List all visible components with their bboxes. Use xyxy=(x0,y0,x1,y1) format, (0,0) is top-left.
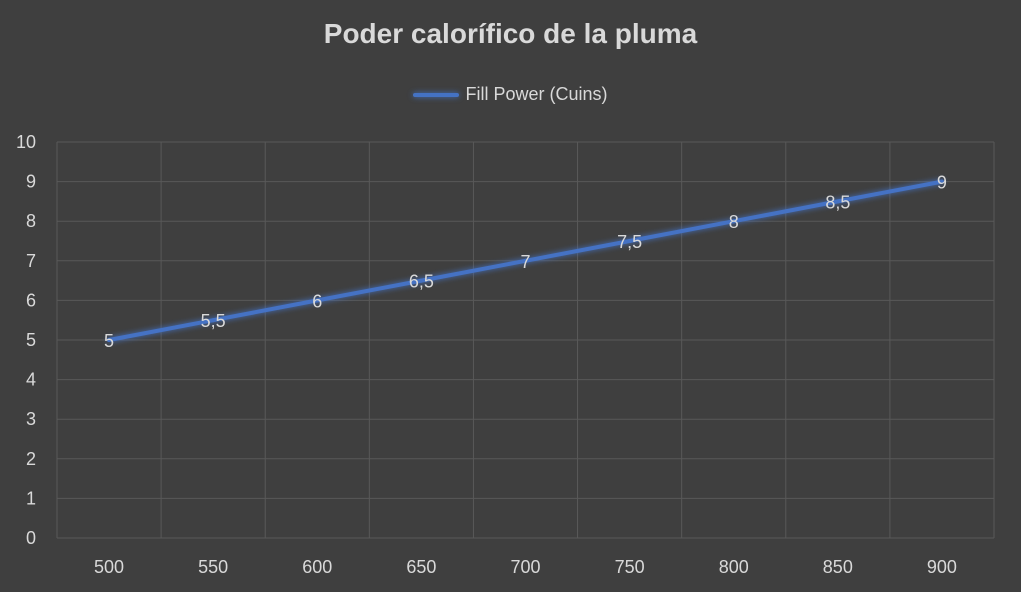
data-label: 7 xyxy=(520,252,530,272)
data-label: 8,5 xyxy=(825,192,850,212)
y-tick-label: 10 xyxy=(16,132,36,152)
y-tick-label: 3 xyxy=(26,409,36,429)
data-label: 8 xyxy=(729,212,739,232)
x-tick-label: 650 xyxy=(406,557,436,577)
data-point xyxy=(939,179,944,184)
x-tick-label: 600 xyxy=(302,557,332,577)
data-point xyxy=(315,298,320,303)
x-tick-label: 900 xyxy=(927,557,957,577)
y-tick-label: 8 xyxy=(26,211,36,231)
data-label: 5,5 xyxy=(201,311,226,331)
x-tick-label: 800 xyxy=(719,557,749,577)
y-tick-label: 1 xyxy=(26,488,36,508)
chart-title: Poder calorífico de la pluma xyxy=(323,18,698,49)
legend-swatch xyxy=(413,92,460,97)
data-label: 6 xyxy=(312,291,322,311)
x-tick-label: 700 xyxy=(510,557,540,577)
data-point xyxy=(419,278,424,283)
y-tick-label: 7 xyxy=(26,251,36,271)
y-tick-label: 9 xyxy=(26,172,36,192)
y-tick-label: 6 xyxy=(26,290,36,310)
data-label: 9 xyxy=(937,173,947,193)
data-label: 5 xyxy=(104,331,114,351)
data-point xyxy=(523,258,528,263)
data-point xyxy=(835,199,840,204)
x-tick-label: 500 xyxy=(94,557,124,577)
data-label: 6,5 xyxy=(409,272,434,292)
y-tick-label: 4 xyxy=(26,370,36,390)
data-point xyxy=(627,239,632,243)
y-tick-label: 5 xyxy=(26,330,36,350)
y-tick-label: 2 xyxy=(26,449,36,469)
data-point xyxy=(731,219,736,224)
x-tick-label: 750 xyxy=(615,557,645,577)
legend-label: Fill Power (Cuins) xyxy=(465,84,608,104)
x-tick-label: 550 xyxy=(198,557,228,577)
x-tick-label: 850 xyxy=(823,557,853,577)
data-point xyxy=(107,338,112,342)
legend: Fill Power (Cuins) xyxy=(0,84,1021,105)
data-label: 7,5 xyxy=(617,232,642,252)
y-tick-label: 0 xyxy=(26,528,36,548)
data-point xyxy=(211,318,216,323)
